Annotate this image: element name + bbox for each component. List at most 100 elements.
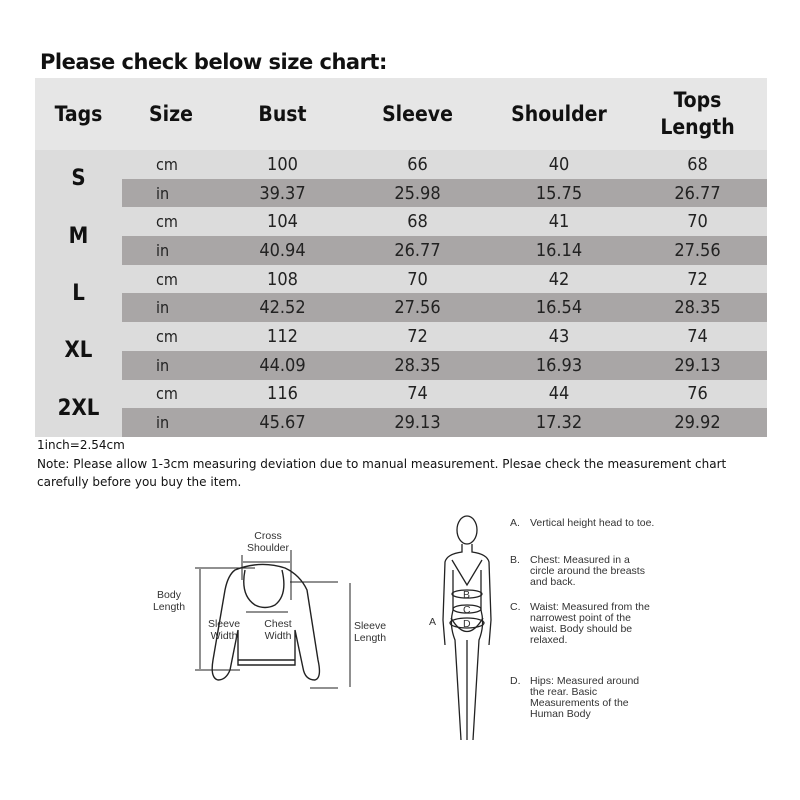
- desc-text: Vertical height head to toe.: [530, 517, 655, 529]
- value-cell: 76: [628, 379, 767, 409]
- value-cell: 72: [628, 264, 767, 294]
- desc-d: D. Hips: Measured around the rear. Basic …: [510, 676, 655, 720]
- desc-letter: D.: [510, 675, 521, 687]
- sleeve-width-label: Sleeve Width: [207, 618, 241, 642]
- value-cell: 66: [345, 150, 490, 179]
- value-cell: 28.35: [345, 350, 490, 380]
- unit-cell: in: [122, 236, 220, 265]
- value-cell: 15.75: [490, 178, 628, 208]
- header-tags: Tags: [35, 78, 122, 150]
- value-cell: 17.32: [490, 408, 628, 437]
- value-cell: 26.77: [628, 178, 767, 208]
- unit-cell: in: [122, 178, 220, 208]
- desc-b: B. Chest: Measured in a circle around the…: [510, 555, 655, 588]
- value-cell: 74: [628, 322, 767, 351]
- size-tag: S: [35, 150, 122, 208]
- unit-cell: in: [122, 293, 220, 323]
- garment-diagram: [195, 550, 351, 689]
- size-tag: L: [35, 264, 122, 323]
- cross-shoulder-label: Cross Shoulder: [246, 530, 290, 554]
- body-diagram: B C D A: [429, 515, 492, 741]
- desc-letter: C.: [510, 601, 521, 613]
- desc-letter: A.: [510, 517, 520, 529]
- measurement-note: Note: Please allow 1-3cm measuring devia…: [37, 457, 727, 489]
- value-cell: 39.37: [220, 178, 345, 208]
- unit-cell: cm: [122, 264, 220, 294]
- value-cell: 68: [345, 207, 490, 237]
- size-tag: XL: [35, 322, 122, 380]
- value-cell: 40.94: [220, 236, 345, 265]
- value-cell: 44: [490, 379, 628, 409]
- header-size: Size: [122, 78, 220, 150]
- value-cell: 43: [490, 322, 628, 351]
- size-table: Tags Size Bust Sleeve Shoulder Tops Leng…: [35, 78, 767, 437]
- unit-cell: cm: [122, 322, 220, 351]
- unit-cell: in: [122, 350, 220, 380]
- table-row-in: in 45.67 29.13 17.32 29.92: [35, 408, 767, 437]
- table-row-cm: 2XL cm 116 74 44 76: [35, 379, 767, 437]
- human-body-icon: [442, 515, 492, 741]
- header-shoulder: Shoulder: [490, 78, 628, 150]
- header-tops-length: Tops Length: [628, 78, 767, 150]
- value-cell: 70: [628, 207, 767, 237]
- table-row-in: in 42.52 27.56 16.54 28.35: [35, 293, 767, 323]
- value-cell: 116: [220, 379, 345, 409]
- unit-cell: in: [122, 408, 220, 437]
- value-cell: 26.77: [345, 236, 490, 265]
- value-cell: 29.92: [628, 408, 767, 437]
- value-cell: 112: [220, 322, 345, 351]
- marker-a: A: [429, 616, 436, 628]
- page-title: Please check below size chart:: [40, 50, 387, 74]
- unit-cell: cm: [122, 379, 220, 409]
- desc-a: A. Vertical height head to toe.: [510, 518, 655, 529]
- value-cell: 27.56: [345, 293, 490, 323]
- table-row-in: in 39.37 25.98 15.75 26.77: [35, 178, 767, 208]
- unit-cell: cm: [122, 207, 220, 237]
- value-cell: 29.13: [628, 350, 767, 380]
- value-cell: 16.14: [490, 236, 628, 265]
- unit-cell: cm: [122, 150, 220, 179]
- desc-text: Chest: Measured in a circle around the b…: [530, 554, 645, 588]
- value-cell: 41: [490, 207, 628, 237]
- value-cell: 100: [220, 150, 345, 179]
- value-cell: 68: [628, 150, 767, 179]
- value-cell: 40: [490, 150, 628, 179]
- conversion-note: 1inch=2.54cm: [37, 438, 125, 452]
- desc-text: Hips: Measured around the rear. Basic Me…: [530, 675, 640, 720]
- value-cell: 45.67: [220, 408, 345, 437]
- sleeve-length-label: Sleeve Length: [353, 620, 387, 644]
- value-cell: 104: [220, 207, 345, 237]
- desc-text: Waist: Measured from the narrowest point…: [530, 601, 650, 646]
- value-cell: 27.56: [628, 236, 767, 265]
- value-cell: 74: [345, 379, 490, 409]
- body-length-label: Body Length: [152, 589, 186, 613]
- value-cell: 44.09: [220, 350, 345, 380]
- marker-b: B: [463, 589, 470, 601]
- size-tag: M: [35, 207, 122, 265]
- desc-c: C. Waist: Measured from the narrowest poi…: [510, 602, 655, 646]
- value-cell: 42.52: [220, 293, 345, 323]
- table-row-in: in 44.09 28.35 16.93 29.13: [35, 350, 767, 380]
- value-cell: 42: [490, 264, 628, 294]
- value-cell: 16.93: [490, 350, 628, 380]
- value-cell: 16.54: [490, 293, 628, 323]
- value-cell: 108: [220, 264, 345, 294]
- value-cell: 70: [345, 264, 490, 294]
- value-cell: 25.98: [345, 178, 490, 208]
- value-cell: 72: [345, 322, 490, 351]
- marker-d: D: [463, 618, 471, 630]
- header-bust: Bust: [220, 78, 345, 150]
- size-tag: 2XL: [35, 379, 122, 437]
- table-row-cm: XL cm 112 72 43 74: [35, 322, 767, 380]
- chest-width-label: Chest Width: [264, 618, 292, 642]
- header-sleeve: Sleeve: [345, 78, 490, 150]
- table-row-in: in 40.94 26.77 16.14 27.56: [35, 236, 767, 265]
- value-cell: 28.35: [628, 293, 767, 323]
- measurement-lines: [195, 550, 351, 689]
- desc-letter: B.: [510, 554, 520, 566]
- marker-c: C: [463, 604, 471, 616]
